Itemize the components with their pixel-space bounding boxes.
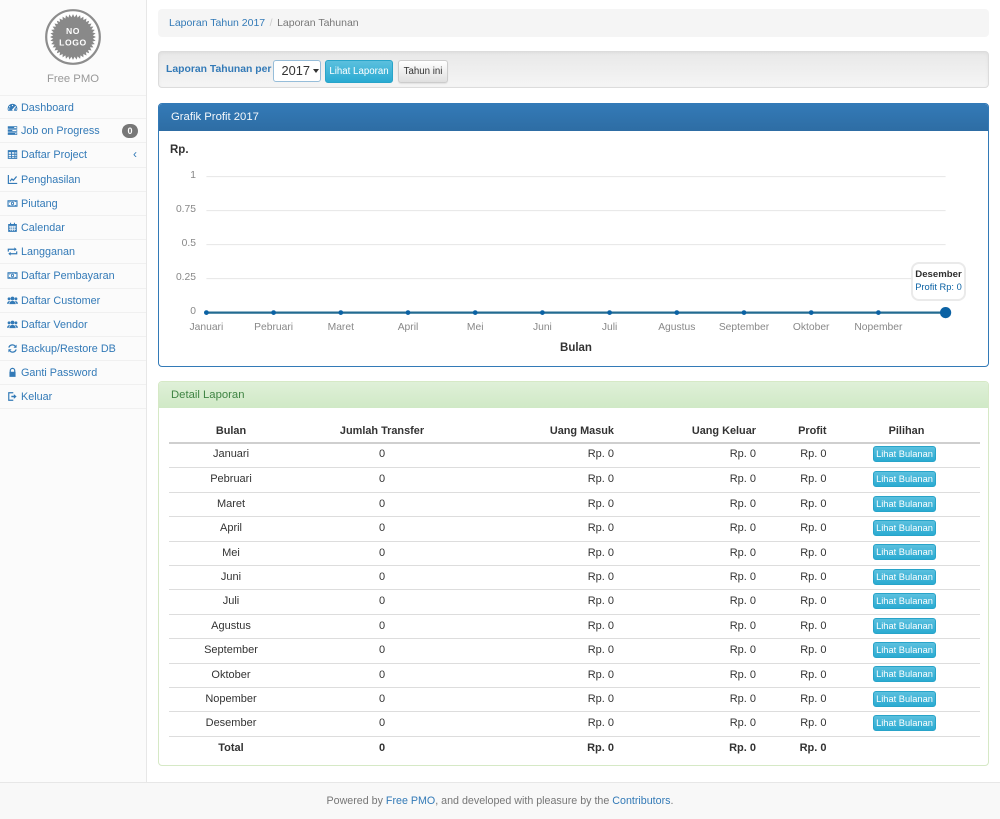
svg-text:LOGO: LOGO: [59, 37, 87, 47]
svg-text:NO: NO: [65, 26, 79, 36]
